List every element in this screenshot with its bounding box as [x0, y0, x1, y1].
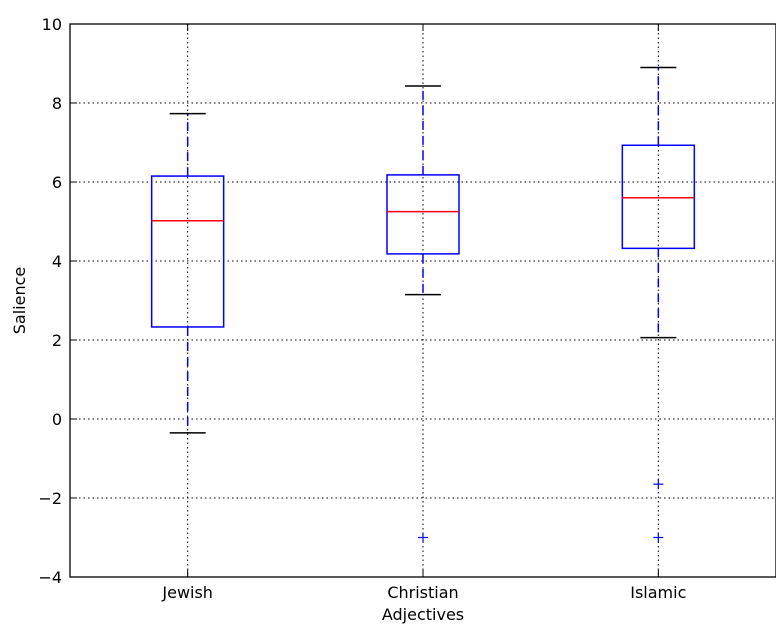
outlier-marker: [653, 479, 664, 490]
outlier-marker: [418, 532, 428, 543]
y-axis-label: Salience: [10, 267, 29, 334]
y-tick-label: 6: [52, 173, 62, 192]
y-tick-label: −4: [38, 568, 62, 587]
x-axis-label: Adjectives: [382, 605, 464, 624]
x-tick-label: Islamic: [630, 583, 686, 602]
iqr-box: [386, 174, 460, 255]
outlier-marker: [653, 532, 664, 543]
box-layer: [150, 66, 696, 543]
y-tick-label: 10: [42, 15, 62, 34]
y-tick-label: 2: [52, 331, 62, 350]
box-group-christian: [386, 85, 460, 543]
y-tick-label: −2: [38, 489, 62, 508]
box-group-islamic: [621, 66, 696, 543]
y-tick-label: 4: [52, 252, 62, 271]
y-tick-label: 8: [52, 94, 62, 113]
iqr-box: [621, 144, 696, 250]
tick-layer: −4 −2 0 2 4 6 8 10 Jewish Christian Islamic: [38, 15, 686, 602]
y-tick-label: 0: [52, 410, 62, 429]
iqr-box: [150, 175, 225, 328]
x-tick-label: Jewish: [161, 583, 213, 602]
x-tick-label: Christian: [387, 583, 458, 602]
box-group-jewish: [150, 112, 225, 434]
